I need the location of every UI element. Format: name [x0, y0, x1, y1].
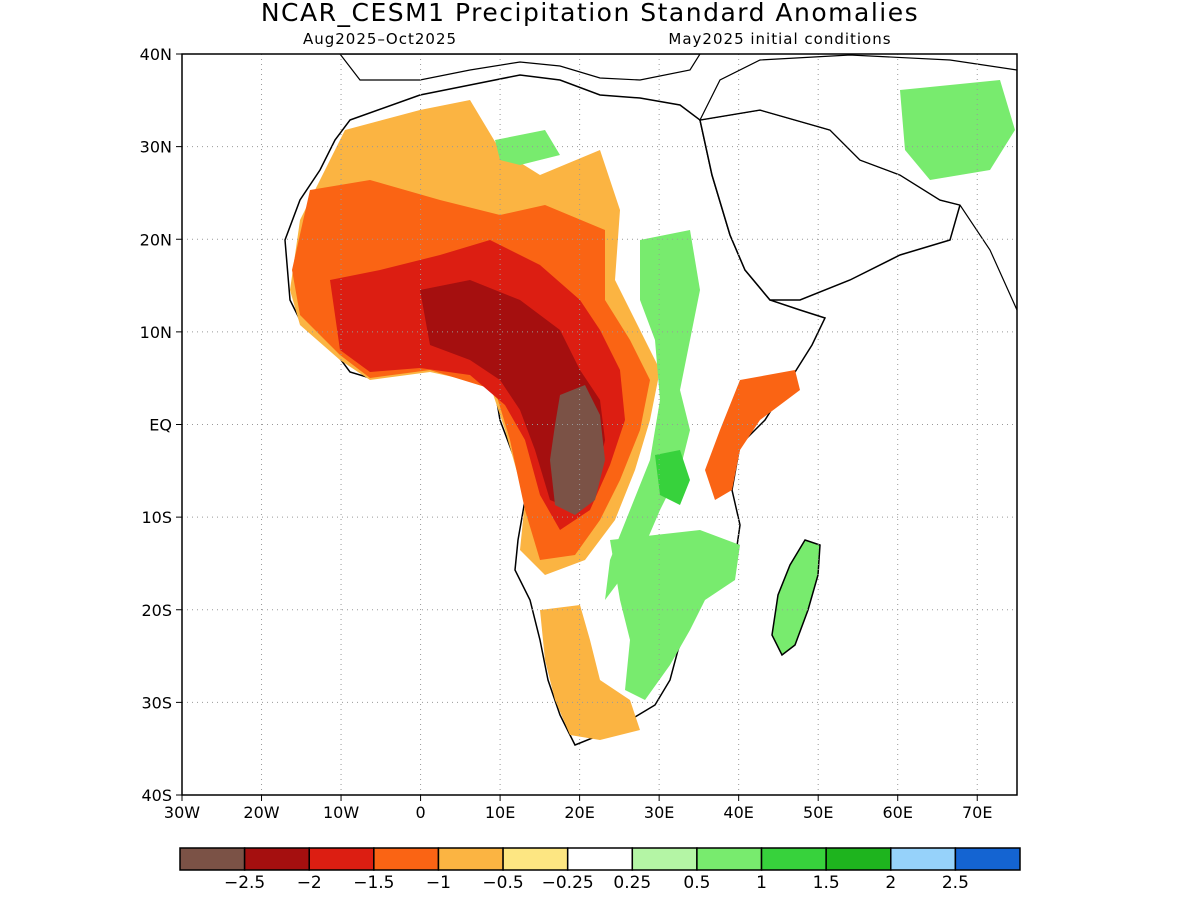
colorbar-swatch — [373, 847, 440, 871]
colorbar-label: −0.25 — [542, 873, 594, 893]
colorbar-swatch — [954, 847, 1021, 871]
longitude-tick-label: 40E — [723, 803, 753, 822]
latitude-tick-label: 40N — [140, 45, 172, 64]
dry-anomaly-extreme — [550, 385, 605, 515]
wet-anomaly-north-africa — [495, 130, 560, 165]
dry-anomaly-east — [705, 370, 800, 500]
longitude-tick-label: 20E — [564, 803, 594, 822]
colorbar-swatch — [760, 847, 827, 871]
dry-anomaly-south — [540, 605, 640, 740]
colorbar-label: 2.5 — [942, 873, 969, 893]
colorbar-swatch — [631, 847, 698, 871]
colorbar-label: 1 — [756, 873, 767, 893]
longitude-tick-label: 60E — [882, 803, 912, 822]
latitude-tick-label: 30N — [140, 138, 172, 157]
wet-anomaly-east-africa — [605, 230, 700, 600]
colorbar-swatch — [566, 847, 634, 871]
latitude-tick-label: 10N — [140, 323, 172, 342]
colorbar-label: −2 — [297, 873, 322, 893]
colorbar-label: 0.5 — [683, 873, 710, 893]
wet-anomaly-strong — [655, 450, 690, 505]
longitude-tick-label: 10W — [323, 803, 359, 822]
latitude-tick-label: 20S — [141, 601, 172, 620]
longitude-tick-label: 70E — [962, 803, 992, 822]
colorbar-label: −2.5 — [224, 873, 265, 893]
latitude-tick-label: 10S — [141, 508, 172, 527]
anomaly-field — [284, 54, 1017, 746]
colorbar-swatch — [437, 847, 504, 871]
madagascar — [771, 539, 821, 657]
latitude-tick-label: EQ — [149, 416, 172, 435]
longitude-tick-label: 50E — [803, 803, 833, 822]
latitude-tick-label: 20N — [140, 230, 172, 249]
map-initial-conditions: May2025 initial conditions — [668, 30, 891, 48]
colorbar-label: 2 — [885, 873, 896, 893]
wet-anomaly-southeast — [610, 530, 740, 700]
map-title: NCAR_CESM1 Precipitation Standard Anomal… — [261, 0, 919, 27]
colorbar-label: 1.5 — [813, 873, 840, 893]
colorbar-swatch — [825, 847, 892, 871]
colorbar-swatch — [243, 847, 310, 871]
colorbar-swatch — [890, 847, 957, 871]
latitude-tick-label: 30S — [141, 693, 172, 712]
colorbar-label: −1.5 — [353, 873, 394, 893]
colorbar-swatch — [502, 847, 569, 871]
latitude-axis: 40N 30N 20N 10N EQ 10S 20S 30S 40S — [140, 45, 182, 805]
longitude-axis: 30W 20W 10W 0 10E 20E 30E 40E 50E 60E 70E — [164, 795, 992, 822]
colorbar-label: 0.25 — [613, 873, 651, 893]
wet-anomaly-arabia — [900, 80, 1015, 180]
graticule — [182, 54, 1017, 795]
longitude-tick-label: 30E — [644, 803, 674, 822]
longitude-tick-label: 0 — [415, 803, 425, 822]
longitude-tick-label: 30W — [164, 803, 200, 822]
colorbar-label: −0.5 — [482, 873, 523, 893]
longitude-tick-label: 20W — [243, 803, 279, 822]
colorbar-swatch — [308, 847, 375, 871]
longitude-tick-label: 10E — [485, 803, 515, 822]
latitude-tick-label: 40S — [141, 786, 172, 805]
colorbar: −2.5 −2 −1.5 −1 −0.5 −0.25 0.25 0.5 1 1.5 2 2.5 — [179, 847, 1021, 893]
colorbar-swatch — [696, 847, 763, 871]
map-period: Aug2025–Oct2025 — [303, 30, 457, 48]
colorbar-swatch — [179, 847, 246, 871]
colorbar-label: −1 — [426, 873, 451, 893]
europe-landmass — [339, 54, 701, 81]
